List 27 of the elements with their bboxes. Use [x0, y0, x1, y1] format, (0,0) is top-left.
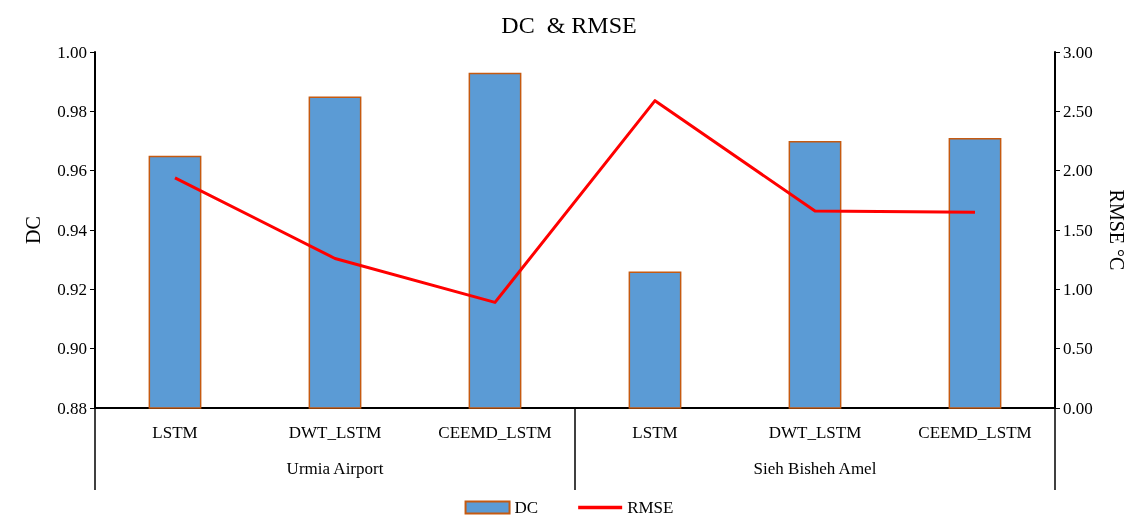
y-tick-label: 0.90 — [57, 339, 87, 359]
text: Sieh Bisheh Amel — [753, 458, 877, 478]
y2-tick-label: 2.00 — [1063, 161, 1093, 181]
y-tick-label: 0.94 — [57, 220, 88, 240]
y2-axis-title: RMSE °C — [1106, 189, 1128, 271]
y2-tick-label: 0.00 — [1063, 398, 1093, 418]
chart-title: DC & RMSE — [501, 12, 637, 38]
text: Urmia Airport — [286, 458, 384, 478]
y-tick-label: 0.96 — [57, 161, 87, 181]
x-tick-label: LSTM — [632, 423, 678, 442]
y-tick-label: 0.92 — [57, 279, 87, 299]
y2-tick-label: 3.00 — [1063, 42, 1093, 62]
y-tick-label: 0.88 — [57, 398, 87, 418]
y2-tick-label: 1.00 — [1063, 279, 1093, 299]
y-tick-label: 0.98 — [57, 101, 87, 121]
x-tick-label: LSTM — [152, 423, 198, 442]
x-tick-label: DWT_LSTM — [768, 423, 862, 442]
x-tick-label: DWT_LSTM — [288, 423, 382, 442]
y2-tick-label: 2.50 — [1063, 101, 1093, 121]
x-tick-label: CEEMD_LSTM — [918, 423, 1032, 442]
y-tick-label: 1.00 — [57, 42, 87, 62]
y-axis-title: DC — [22, 216, 44, 244]
y2-tick-label: 0.50 — [1063, 339, 1093, 359]
legend-label: DC — [514, 498, 539, 517]
y2-tick-label: 1.50 — [1063, 220, 1093, 240]
x-tick-label: CEEMD_LSTM — [438, 423, 552, 442]
legend-label: RMSE — [627, 498, 674, 517]
